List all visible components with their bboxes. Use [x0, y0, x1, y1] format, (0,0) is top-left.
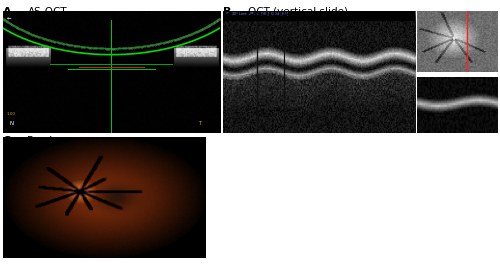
Text: N: N: [9, 121, 13, 126]
Text: B: B: [222, 7, 231, 17]
Text: OCT (vertical slide): OCT (vertical slide): [248, 7, 348, 17]
Text: T: T: [198, 121, 202, 126]
Text: 1.00: 1.00: [7, 112, 16, 116]
Text: A: A: [2, 7, 11, 17]
Bar: [222, 11, 415, 20]
Text: C: C: [2, 136, 10, 146]
Text: OD  30° Line  ART 9  [HS]  Q:24 [HS]: OD 30° Line ART 9 [HS] Q:24 [HS]: [224, 12, 288, 16]
Text: ←: ←: [7, 15, 12, 20]
Text: Funds: Funds: [28, 136, 58, 146]
Text: AS-OCT: AS-OCT: [28, 7, 67, 17]
